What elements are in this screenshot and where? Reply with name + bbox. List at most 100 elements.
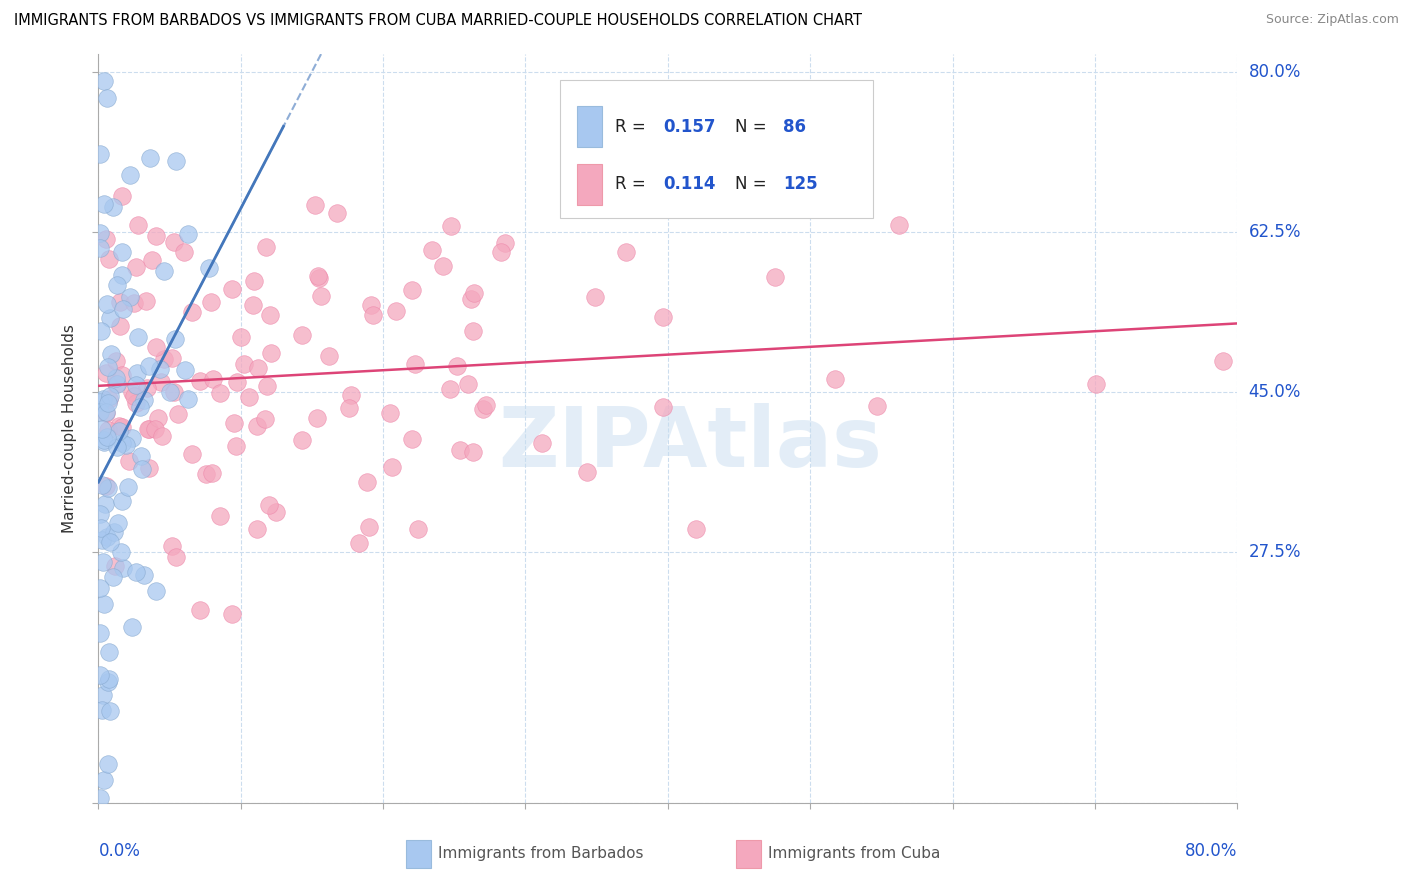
Point (91, 688, 114, 702)
Point (401, 283, 423, 297)
Point (110, 545, 132, 559)
Point (111, 368, 134, 382)
Point (305, 410, 328, 425)
Point (318, 349, 340, 363)
Point (621, 140, 644, 154)
Point (201, 371, 224, 385)
Point (104, 377, 127, 392)
Point (141, 252, 163, 267)
Point (111, 268, 134, 282)
Point (173, 245, 195, 260)
Point (221, 607, 243, 621)
Point (111, 561, 134, 575)
Point (94, 366, 117, 380)
Point (135, 294, 157, 309)
Point (181, 305, 204, 319)
Point (105, 440, 128, 454)
Point (363, 308, 385, 322)
Point (108, 419, 131, 434)
Text: ZIPAtlas: ZIPAtlas (499, 402, 883, 483)
Point (247, 360, 270, 375)
Point (97, 481, 120, 495)
Point (177, 227, 200, 241)
Point (449, 442, 471, 457)
Point (340, 387, 363, 401)
Text: 0.0%: 0.0% (98, 842, 141, 860)
Point (461, 324, 484, 338)
FancyBboxPatch shape (576, 106, 602, 147)
Point (254, 240, 277, 254)
Point (131, 462, 153, 476)
Point (242, 298, 264, 312)
Point (225, 440, 247, 454)
Point (127, 219, 149, 233)
Point (685, 522, 707, 536)
Text: 0.114: 0.114 (664, 175, 716, 194)
Point (246, 522, 269, 536)
Point (103, 570, 125, 584)
Point (359, 520, 381, 534)
Point (89, 507, 111, 521)
Point (457, 377, 479, 392)
Point (198, 261, 221, 276)
Point (162, 539, 184, 553)
Point (489, 245, 512, 260)
Point (291, 433, 314, 447)
FancyBboxPatch shape (560, 79, 873, 219)
Point (356, 475, 378, 490)
Point (129, 401, 152, 415)
Point (121, 384, 143, 399)
Point (1084, 377, 1107, 392)
Point (233, 357, 256, 371)
Point (97, 252, 120, 266)
Point (381, 459, 404, 474)
Point (118, 453, 141, 467)
Point (91, 392, 114, 406)
Point (107, 424, 129, 438)
Point (238, 390, 260, 404)
Point (146, 410, 169, 425)
Point (208, 386, 231, 401)
Point (439, 382, 461, 396)
Point (98, 392, 121, 406)
Point (194, 467, 217, 481)
Point (105, 278, 128, 293)
Point (188, 374, 211, 388)
Point (132, 568, 155, 582)
Point (118, 168, 141, 182)
Point (221, 282, 243, 296)
Point (93, 497, 115, 511)
Point (181, 447, 204, 461)
Point (97, 360, 120, 375)
Point (576, 465, 599, 479)
Point (583, 290, 606, 304)
Point (763, 270, 786, 285)
Point (311, 289, 333, 303)
Point (325, 206, 347, 220)
Point (93, 597, 115, 611)
Point (257, 498, 280, 512)
Point (472, 401, 495, 416)
Point (89, 147, 111, 161)
Point (304, 197, 326, 211)
Point (94, 232, 117, 246)
Point (163, 235, 186, 249)
Point (90, 478, 112, 492)
Point (107, 516, 129, 530)
Point (111, 244, 134, 259)
FancyBboxPatch shape (737, 839, 761, 868)
Point (108, 295, 131, 310)
Point (111, 189, 134, 203)
Point (149, 375, 172, 389)
Point (94, 405, 117, 419)
Point (307, 269, 329, 284)
Point (98, 389, 121, 403)
Point (98, 704, 121, 718)
Point (150, 429, 173, 443)
Point (432, 259, 454, 273)
Point (138, 359, 160, 374)
Point (291, 328, 314, 343)
Point (124, 388, 146, 402)
Point (225, 375, 247, 389)
Point (122, 295, 145, 310)
